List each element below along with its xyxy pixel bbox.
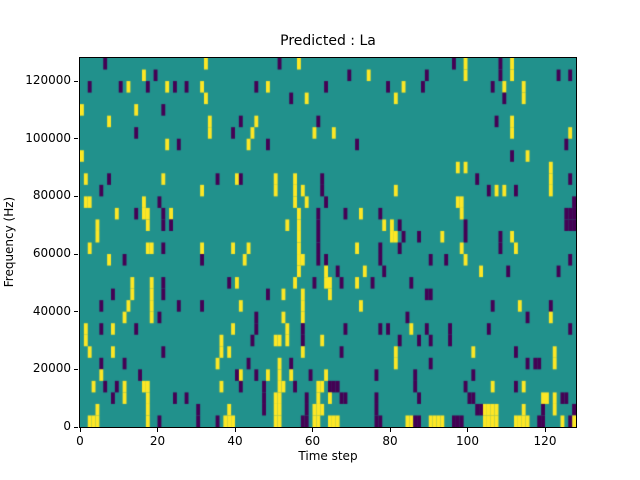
x-tick-label: 40 — [227, 434, 243, 448]
x-tick-label: 100 — [456, 434, 479, 448]
y-tick-mark — [74, 195, 78, 197]
y-tick-label: 120000 — [25, 73, 71, 88]
y-tick-label: 0 — [63, 419, 71, 433]
y-tick-label: 60000 — [32, 246, 71, 261]
y-tick-label: 100000 — [25, 130, 71, 145]
x-tick-label: 20 — [149, 434, 166, 448]
x-tick-label: 120 — [533, 434, 557, 448]
y-tick-mark — [74, 311, 78, 313]
y-tick-mark — [74, 253, 78, 255]
y-axis-label: Frequency (Hz) — [2, 196, 16, 288]
heatmap-canvas — [80, 58, 576, 427]
y-tick-mark — [74, 426, 78, 428]
plot-area — [79, 57, 577, 428]
x-tick-mark — [544, 428, 546, 432]
x-tick-mark — [467, 428, 468, 432]
x-tick-mark — [312, 428, 313, 432]
x-tick-label: 80 — [382, 434, 398, 448]
x-tick-mark — [389, 428, 391, 432]
x-tick-mark — [79, 428, 81, 432]
chart-title: Predicted : La — [280, 33, 376, 49]
y-tick-label: 80000 — [32, 188, 71, 203]
x-tick-mark — [234, 428, 236, 432]
x-axis-label: Time step — [298, 449, 358, 463]
x-tick-mark — [157, 428, 158, 432]
y-tick-mark — [74, 368, 78, 370]
y-tick-mark — [74, 138, 78, 140]
x-tick-label: 0 — [76, 434, 84, 448]
y-tick-label: 40000 — [32, 303, 71, 318]
x-tick-label: 60 — [304, 434, 321, 448]
y-tick-mark — [74, 80, 78, 82]
y-tick-label: 20000 — [32, 361, 71, 376]
